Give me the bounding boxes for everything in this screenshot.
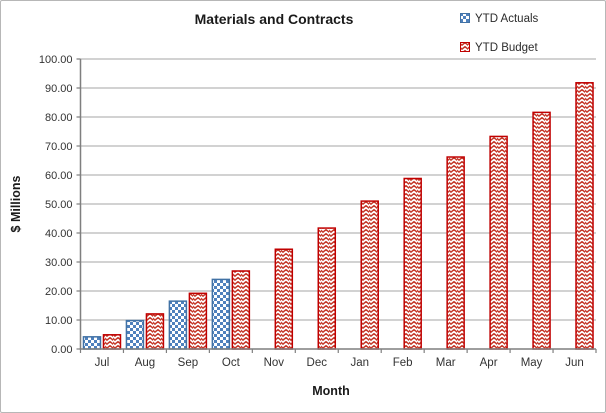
bar-ytd-budget-aug — [145, 313, 165, 350]
x-tick-label: Jul — [95, 357, 110, 369]
bar-ytd-budget-nov — [274, 248, 294, 350]
bar-ytd-budget-jul — [102, 334, 122, 350]
ytd-budget-swatch-icon — [460, 39, 470, 57]
legend-entry-ytd-budget: YTD Budget — [460, 39, 538, 57]
y-tick-label: 90.00 — [45, 83, 73, 95]
y-tick-label: 60.00 — [45, 170, 73, 182]
x-tick-label: Feb — [393, 357, 413, 369]
x-tick-label: Jun — [565, 357, 584, 369]
y-tick-label: 30.00 — [45, 257, 73, 269]
y-tick-label: 0.00 — [51, 344, 72, 356]
x-tick-label: May — [521, 357, 543, 369]
legend-label: YTD Budget — [475, 42, 538, 54]
bar-ytd-budget-jan — [360, 200, 379, 350]
y-tick-label: 80.00 — [45, 112, 73, 124]
y-tick-label: 40.00 — [45, 228, 73, 240]
bar-ytd-budget-feb — [403, 177, 422, 350]
bar-ytd-budget-jun — [575, 82, 594, 350]
x-tick-label: Mar — [436, 357, 456, 369]
x-tick-label: Sep — [178, 357, 198, 369]
bar-ytd-budget-apr — [489, 135, 508, 350]
x-tick-label: Aug — [135, 357, 155, 369]
y-tick-label: 70.00 — [45, 141, 73, 153]
bar-ytd-actuals-jul — [82, 336, 102, 350]
legend-entry-ytd-actuals: YTD Actuals — [460, 10, 538, 28]
y-tick-label: 10.00 — [45, 315, 73, 327]
x-axis-title: Month — [312, 384, 350, 398]
bar-ytd-actuals-aug — [125, 319, 145, 350]
bar-ytd-budget-sep — [188, 292, 208, 350]
x-tick-label: Nov — [264, 357, 285, 369]
legend: YTD Actuals YTD Budget — [460, 10, 538, 57]
bar-ytd-budget-mar — [446, 156, 465, 350]
legend-label: YTD Actuals — [475, 13, 539, 25]
x-tick-label: Jan — [350, 357, 369, 369]
x-tick-label: Apr — [480, 357, 498, 369]
bar-ytd-budget-may — [532, 111, 551, 350]
chart-title: Materials and Contracts — [194, 11, 354, 27]
ytd-actuals-swatch-icon — [460, 10, 470, 28]
x-tick-label: Dec — [307, 357, 328, 369]
y-tick-label: 50.00 — [45, 199, 73, 211]
bar-ytd-actuals-oct — [211, 278, 231, 350]
bar-ytd-actuals-sep — [168, 300, 188, 350]
y-tick-label: 20.00 — [45, 286, 73, 298]
bar-ytd-budget-dec — [317, 227, 337, 350]
bar-ytd-budget-oct — [231, 270, 251, 350]
y-tick-label: 100.00 — [39, 54, 73, 66]
x-tick-label: Oct — [222, 357, 241, 369]
